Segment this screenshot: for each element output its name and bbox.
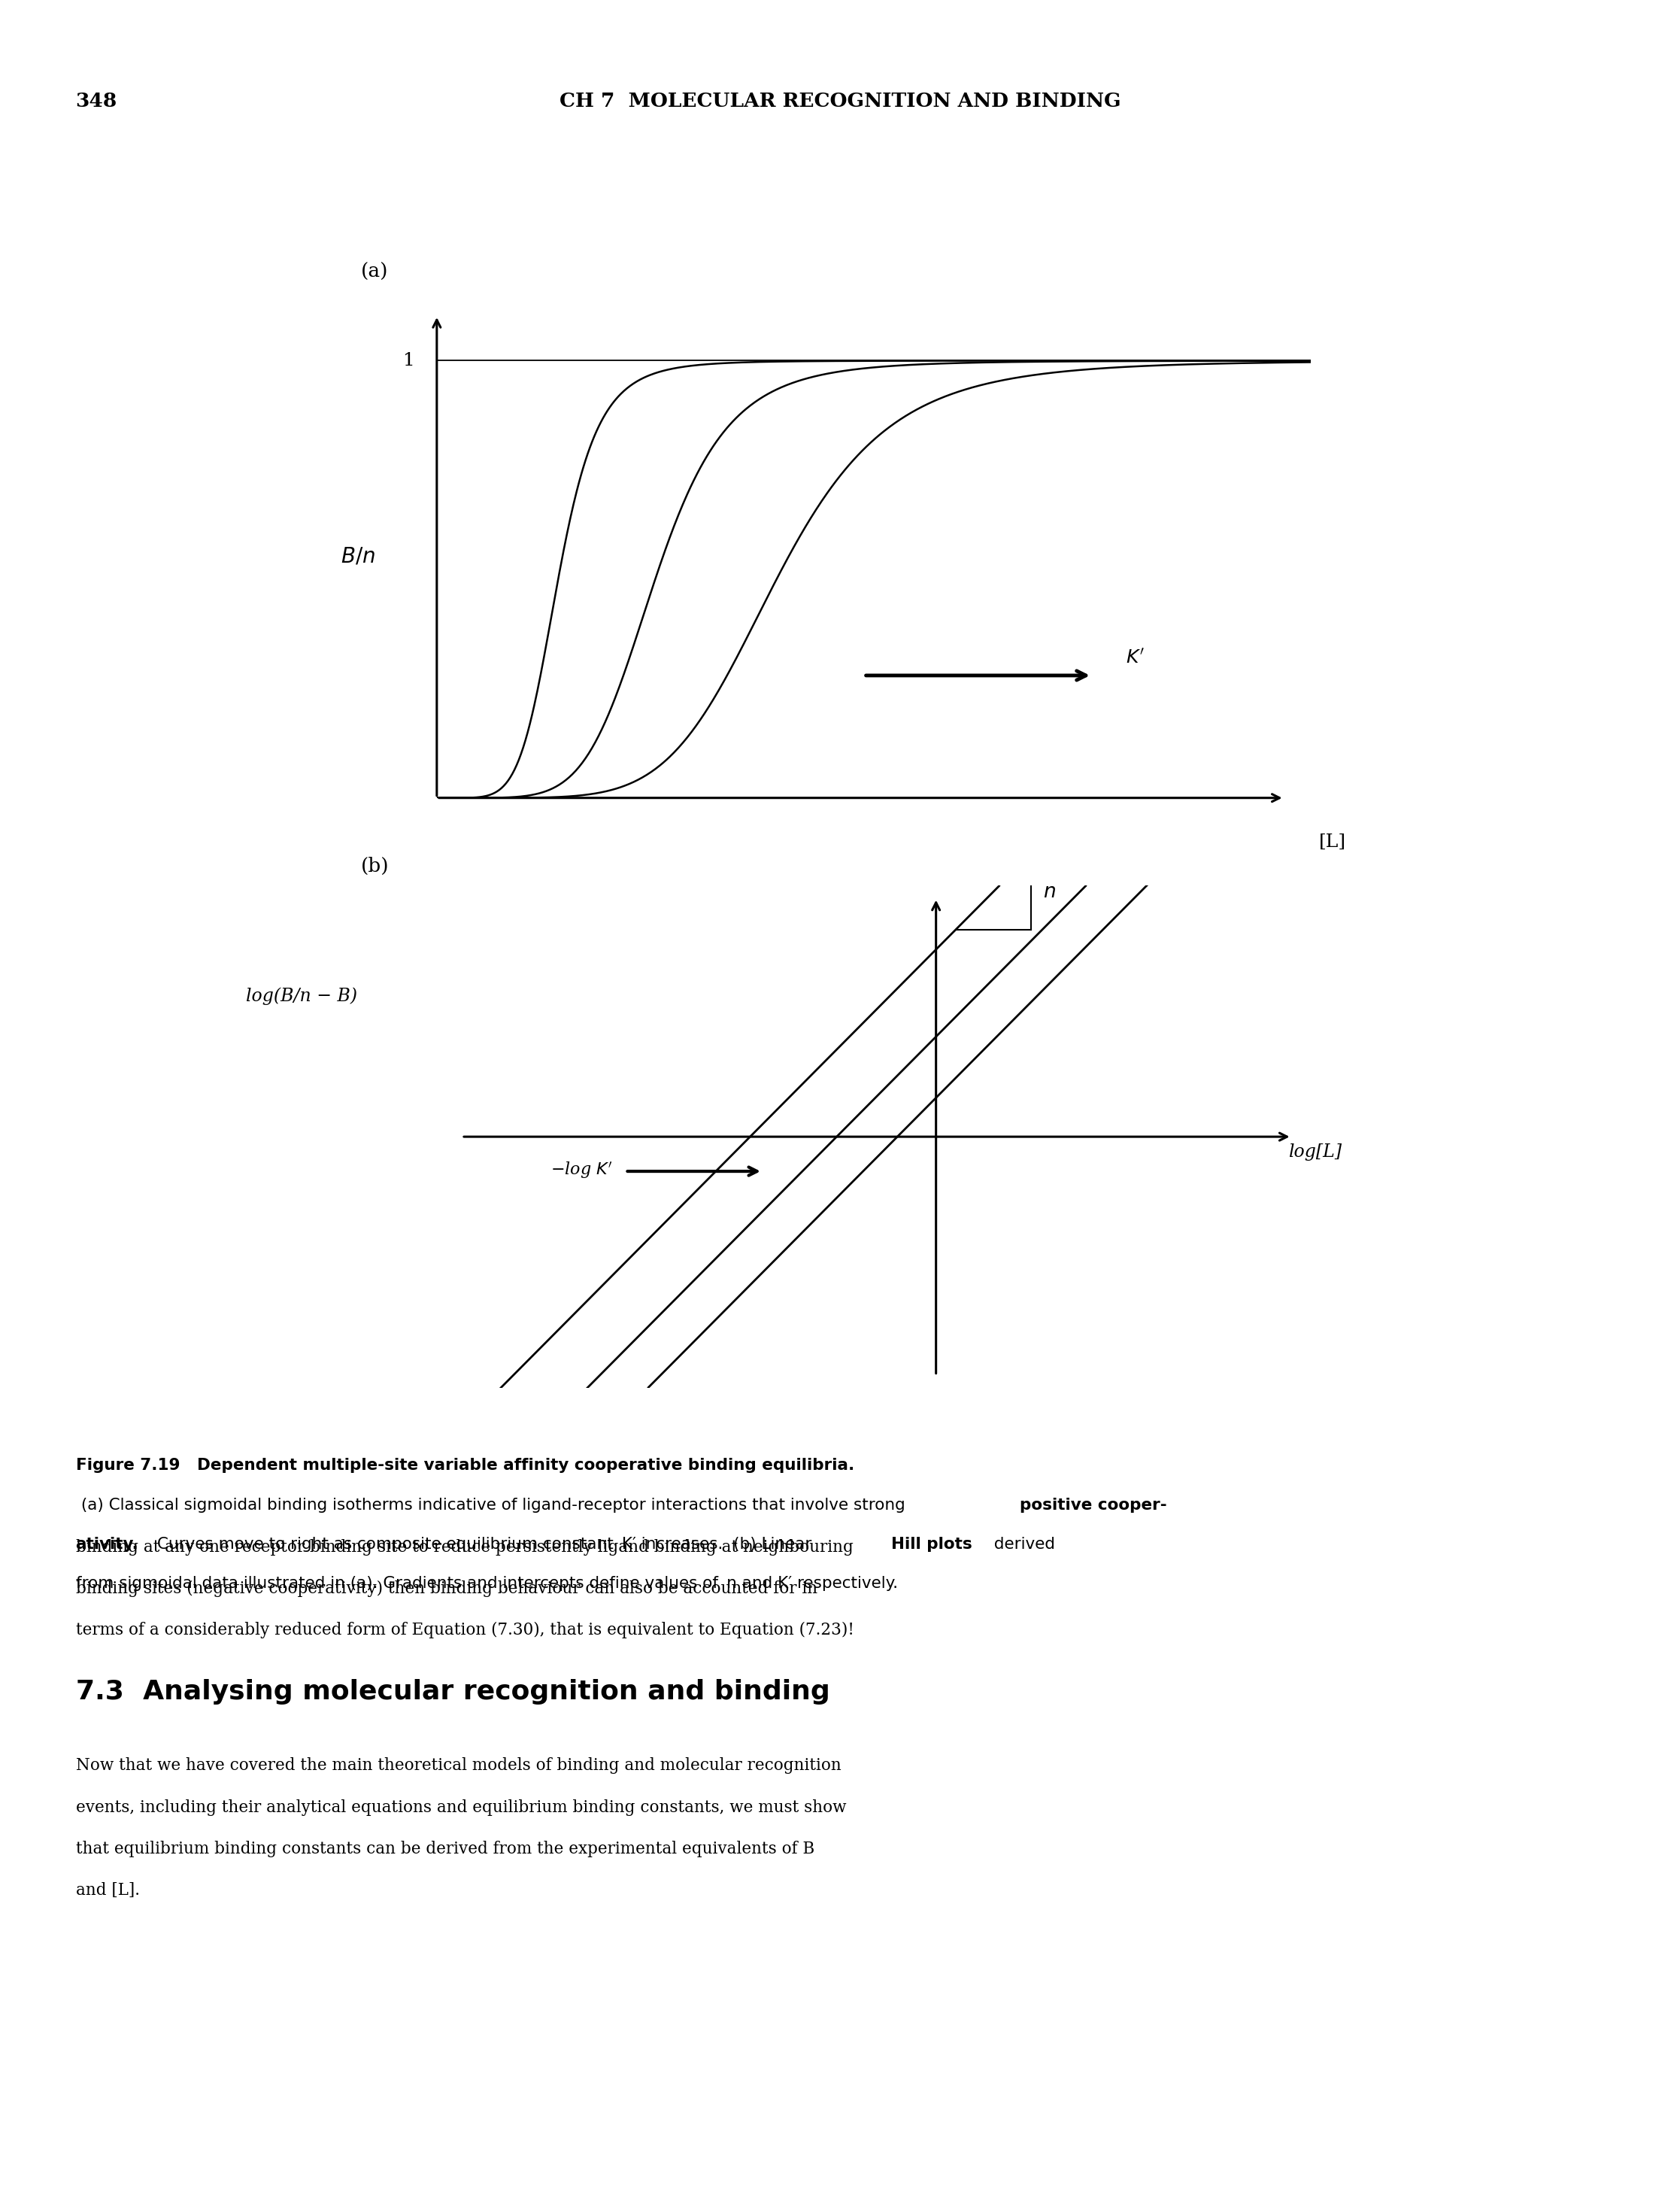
Text: (b): (b) (361, 857, 390, 877)
Text: log(B/n − B): log(B/n − B) (245, 988, 358, 1006)
Text: from sigmoidal data illustrated in (a). Gradients and intercepts define values o: from sigmoidal data illustrated in (a). … (76, 1576, 897, 1591)
Text: and [L].: and [L]. (76, 1882, 139, 1900)
Text: binding sites (negative cooperativity) then binding behaviour can also be accoun: binding sites (negative cooperativity) t… (76, 1580, 816, 1598)
Text: $\mathit{K'}$: $\mathit{K'}$ (1126, 649, 1144, 667)
Text: (a): (a) (361, 262, 388, 282)
Text: 348: 348 (76, 92, 118, 111)
Text: Figure 7.19   Dependent multiple-site variable affinity cooperative binding equi: Figure 7.19 Dependent multiple-site vari… (76, 1458, 853, 1473)
Text: binding at any one receptor binding site to reduce persistently ligand binding a: binding at any one receptor binding site… (76, 1539, 853, 1556)
Text: $-$log $K'$: $-$log $K'$ (551, 1161, 613, 1180)
Text: Curves move to right as composite equilibrium constant  K′ increases.  (b) Linea: Curves move to right as composite equili… (153, 1537, 816, 1552)
Text: events, including their analytical equations and equilibrium binding constants, : events, including their analytical equat… (76, 1799, 847, 1817)
Text: 7.3  Analysing molecular recognition and binding: 7.3 Analysing molecular recognition and … (76, 1679, 830, 1705)
Text: ativity.: ativity. (76, 1537, 138, 1552)
Text: 1: 1 (403, 352, 415, 369)
Text: Now that we have covered the main theoretical models of binding and molecular re: Now that we have covered the main theore… (76, 1758, 842, 1775)
Text: (a) Classical sigmoidal binding isotherms indicative of ligand-receptor interact: (a) Classical sigmoidal binding isotherm… (76, 1497, 911, 1513)
Text: CH 7  MOLECULAR RECOGNITION AND BINDING: CH 7 MOLECULAR RECOGNITION AND BINDING (559, 92, 1121, 111)
Text: [L]: [L] (1319, 833, 1346, 850)
Text: derived: derived (988, 1537, 1055, 1552)
Text: log[L]: log[L] (1289, 1143, 1342, 1161)
Text: terms of a considerably reduced form of Equation (7.30), that is equivalent to E: terms of a considerably reduced form of … (76, 1622, 853, 1640)
Text: $\mathit{B/n}$: $\mathit{B/n}$ (341, 546, 376, 566)
Text: $\mathit{n}$: $\mathit{n}$ (1043, 883, 1057, 901)
Text: positive cooper-: positive cooper- (1020, 1497, 1166, 1513)
Text: Hill plots: Hill plots (890, 1537, 973, 1552)
Text: that equilibrium binding constants can be derived from the experimental equivale: that equilibrium binding constants can b… (76, 1841, 815, 1858)
